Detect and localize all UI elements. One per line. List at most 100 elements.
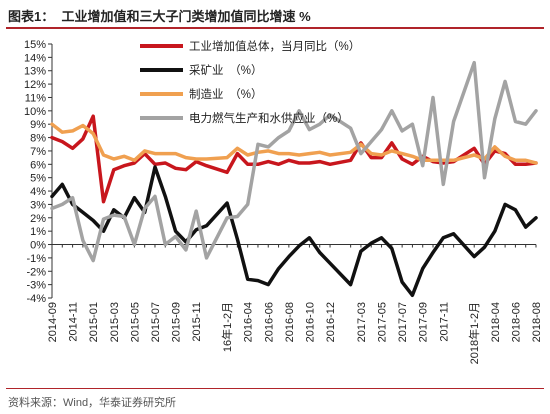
y-tick-label: -3%: [26, 280, 46, 292]
data-point-series-1: [494, 230, 496, 232]
data-point-series-2: [535, 162, 537, 164]
data-point-series-3: [143, 207, 146, 210]
legend-label-1: 采矿业 （%）: [189, 64, 262, 77]
data-point-series-3: [514, 120, 517, 123]
data-point-series-2: [246, 154, 249, 156]
x-tick-label: 2018-08: [531, 302, 543, 342]
data-point-series-2: [226, 156, 228, 159]
data-point-series-2: [391, 150, 393, 152]
data-point-series-2: [401, 152, 403, 155]
legend-label-2: 制造业 （%）: [189, 87, 262, 101]
data-point-series-3: [288, 130, 290, 132]
y-tick-label: 7%: [30, 146, 46, 158]
data-point-series-2: [473, 154, 476, 156]
data-point-series-3: [380, 128, 383, 131]
data-point-series-1: [154, 166, 156, 168]
x-tick-label: 2016-12: [325, 302, 337, 342]
data-point-series-2: [133, 159, 136, 162]
x-tick-label: 2018-04: [490, 302, 502, 342]
legend: 工业增加值总体，当月同比（%） 采矿业 （%） 制造业 （%） 电力燃气生产和水供应业…: [140, 39, 360, 125]
series-layer: [50, 60, 538, 298]
data-point-series-0: [61, 140, 64, 143]
data-point-series-3: [267, 146, 270, 148]
data-point-series-3: [483, 176, 486, 179]
data-point-series-3: [298, 110, 300, 112]
data-point-series-0: [267, 160, 270, 163]
y-tick-label: 4%: [30, 186, 46, 198]
data-point-series-3: [432, 96, 434, 99]
data-point-series-0: [494, 150, 496, 152]
data-point-series-2: [143, 150, 146, 152]
legend-label-3: 电力燃气生产和水供应业（%）: [189, 111, 349, 125]
x-tick-label: 2018年1-2月: [467, 302, 481, 364]
data-point-series-2: [123, 155, 125, 158]
data-point-series-0: [205, 164, 208, 167]
data-point-series-3: [61, 203, 64, 206]
y-tick-label: 1%: [30, 226, 46, 238]
data-point-series-1: [473, 255, 476, 258]
data-point-series-2: [360, 143, 362, 146]
y-tick-label: 15%: [24, 39, 46, 51]
data-point-series-0: [123, 164, 125, 167]
data-point-series-2: [195, 158, 197, 160]
data-point-series-1: [391, 247, 393, 250]
data-point-series-3: [185, 249, 187, 251]
data-point-series-0: [71, 147, 74, 150]
data-point-series-0: [277, 163, 280, 166]
source-rule: [6, 388, 544, 389]
y-tick-label: 14%: [24, 52, 46, 64]
data-point-series-2: [349, 151, 352, 154]
x-tick-label: 2015-11: [191, 302, 203, 342]
data-point-series-3: [133, 243, 136, 246]
y-tick-label: 5%: [30, 173, 46, 185]
data-point-series-1: [113, 209, 115, 211]
data-point-series-2: [82, 124, 84, 127]
data-point-series-3: [226, 217, 228, 219]
data-point-series-0: [391, 142, 393, 144]
data-point-series-3: [401, 130, 403, 132]
data-point-series-1: [370, 242, 373, 244]
data-point-series-3: [370, 140, 373, 143]
y-tick-label: 0%: [30, 240, 46, 252]
y-tick-label: -1%: [26, 253, 46, 265]
data-point-series-0: [318, 160, 321, 163]
data-point-series-2: [329, 154, 331, 156]
data-point-series-3: [411, 123, 414, 125]
x-tick-label: 2017-03: [356, 302, 368, 342]
data-point-series-0: [164, 162, 167, 164]
data-point-series-1: [432, 251, 434, 254]
title-rule: [6, 27, 544, 29]
data-point-series-1: [349, 283, 352, 286]
data-point-series-0: [349, 159, 352, 162]
data-point-series-2: [308, 152, 311, 155]
data-point-series-3: [442, 183, 445, 186]
y-tick-label: 12%: [24, 79, 46, 91]
data-point-series-0: [51, 136, 53, 139]
data-point-series-3: [257, 143, 259, 146]
data-point-series-2: [113, 158, 115, 160]
data-point-series-0: [308, 162, 311, 164]
y-tick-label: -2%: [26, 266, 46, 278]
y-tick-label: 8%: [30, 133, 46, 145]
data-point-series-2: [370, 152, 373, 155]
data-point-series-2: [267, 150, 270, 152]
data-point-series-2: [411, 155, 414, 158]
data-point-series-1: [267, 283, 270, 286]
data-point-series-2: [236, 147, 239, 150]
data-point-series-1: [411, 294, 414, 297]
y-tick-label: 10%: [24, 106, 46, 118]
data-point-series-3: [195, 210, 197, 212]
figure-title: 图表1： 工业增加值和三大子门类增加值同比增速 %: [8, 9, 311, 24]
data-point-series-1: [246, 278, 249, 281]
data-point-series-1: [308, 237, 311, 239]
data-point-series-2: [288, 152, 290, 155]
x-tick-label: 2015-01: [88, 302, 100, 342]
data-point-series-2: [51, 123, 53, 125]
data-point-series-0: [195, 160, 197, 163]
data-point-series-1: [401, 281, 403, 283]
data-point-series-0: [185, 168, 187, 171]
data-point-series-3: [308, 128, 311, 131]
data-point-series-1: [298, 245, 300, 247]
data-point-series-0: [226, 171, 228, 174]
data-point-series-0: [174, 167, 177, 170]
